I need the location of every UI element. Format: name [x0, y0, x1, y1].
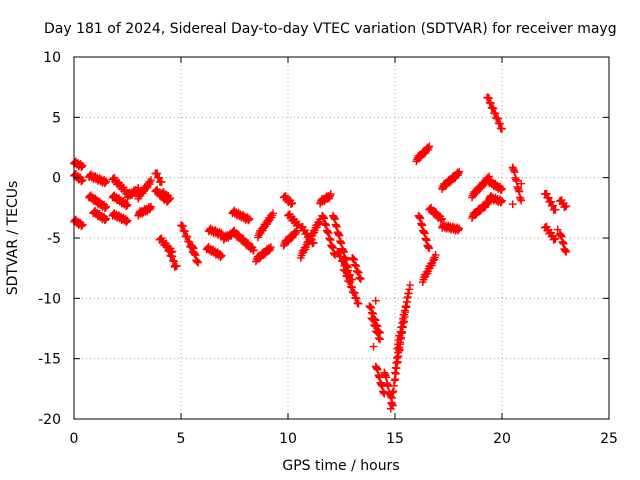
grid-lines: [74, 57, 609, 419]
x-axis-label: GPS time / hours: [282, 458, 399, 474]
x-tick-label: 0: [70, 431, 79, 447]
data-point: [371, 296, 380, 305]
x-tick-label: 5: [177, 431, 186, 447]
data-point: [123, 200, 132, 209]
axis-ticks: [73, 56, 610, 420]
data-point: [553, 225, 562, 234]
y-tick-label: -20: [38, 412, 61, 428]
x-tick-label: 10: [279, 431, 297, 447]
data-point: [498, 196, 506, 205]
data-point: [406, 281, 414, 289]
data-point: [157, 177, 166, 186]
data-point: [517, 179, 526, 188]
x-tick-label: 15: [386, 431, 404, 447]
data-point: [269, 209, 277, 218]
x-tick-label: 20: [493, 431, 511, 447]
data-point: [498, 124, 506, 133]
data-point: [562, 247, 571, 256]
data-point: [249, 246, 258, 254]
data-point: [147, 176, 155, 184]
data-point: [166, 194, 175, 203]
data-point: [102, 177, 110, 186]
data-points: [70, 93, 571, 413]
y-tick-label: 0: [52, 171, 61, 187]
data-point: [245, 214, 254, 223]
data-point: [217, 251, 226, 260]
data-point: [78, 161, 87, 170]
data-point: [102, 214, 110, 223]
y-tick-label: 5: [52, 110, 61, 126]
data-point: [147, 202, 155, 211]
y-axis-label: SDTVAR / TECUs: [5, 181, 21, 296]
data-point: [455, 167, 464, 176]
data-point: [326, 190, 335, 198]
data-point: [562, 202, 571, 210]
data-point: [551, 205, 560, 214]
y-tick-label: -5: [47, 231, 61, 247]
data-point: [170, 263, 179, 271]
chart-title: Day 181 of 2024, Sidereal Day-to-day VTE…: [44, 21, 617, 37]
data-point: [369, 342, 378, 351]
data-point: [354, 299, 363, 308]
data-point: [194, 258, 203, 267]
x-tick-label: 25: [600, 431, 618, 447]
data-point: [498, 184, 506, 193]
data-point: [78, 176, 87, 184]
y-tick-label: -15: [38, 352, 61, 368]
data-point: [431, 250, 440, 259]
data-point: [438, 214, 446, 223]
y-tick-labels: -20 -15 -10 -5 0 5 10: [38, 50, 61, 428]
data-point: [134, 184, 143, 192]
y-tick-label: -10: [38, 291, 61, 307]
data-point: [508, 200, 517, 209]
data-point: [376, 335, 384, 344]
data-point: [517, 196, 526, 205]
data-point: [356, 275, 365, 283]
data-point: [551, 234, 560, 243]
data-point: [266, 243, 275, 251]
data-point: [78, 220, 87, 229]
x-tick-labels: 0 5 10 15 20 25: [70, 431, 618, 447]
data-point: [425, 142, 434, 151]
data-point: [102, 202, 110, 211]
data-point: [455, 224, 464, 233]
data-point: [123, 216, 132, 225]
y-tick-label: 10: [43, 50, 61, 66]
data-point: [217, 229, 226, 238]
data-point: [425, 244, 434, 253]
data-point: [288, 199, 297, 207]
